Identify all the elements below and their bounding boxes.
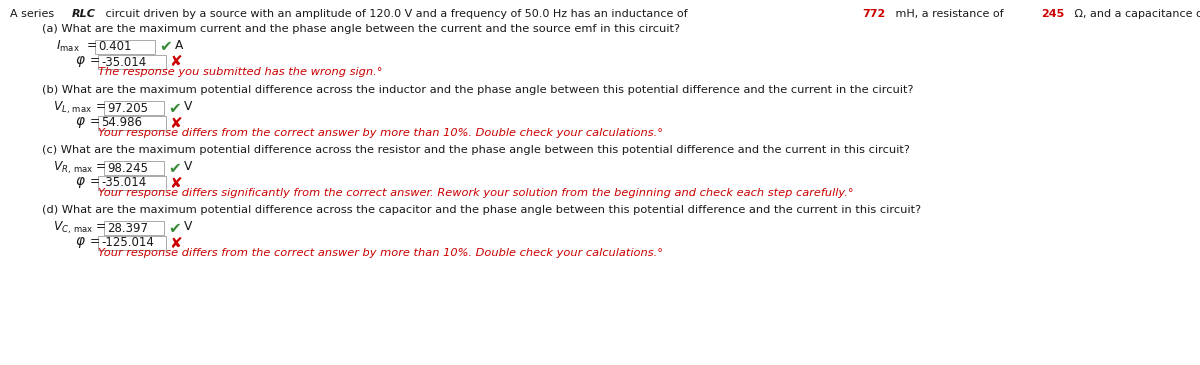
Text: $V_{C,\,\rm max}$: $V_{C,\,\rm max}$ (53, 220, 94, 237)
Text: 245: 245 (1040, 9, 1064, 19)
Text: -35.014: -35.014 (101, 177, 146, 189)
Text: =: = (90, 235, 100, 248)
Text: $\varphi$: $\varphi$ (74, 115, 86, 130)
Text: =: = (96, 220, 106, 233)
Text: (b) What are the maximum potential difference across the inductor and the phase : (b) What are the maximum potential diffe… (42, 85, 913, 95)
Text: =: = (90, 115, 100, 128)
FancyBboxPatch shape (98, 236, 166, 250)
Text: $\varphi$: $\varphi$ (74, 235, 86, 250)
Text: RLC: RLC (72, 9, 95, 19)
FancyBboxPatch shape (98, 55, 166, 69)
Text: ✔: ✔ (168, 220, 181, 235)
Text: ✘: ✘ (169, 235, 181, 250)
Text: ✔: ✔ (158, 39, 172, 54)
Text: 54.986: 54.986 (101, 116, 142, 130)
Text: ✔: ✔ (168, 100, 181, 115)
Text: $\varphi$: $\varphi$ (74, 175, 86, 190)
Text: The response you submitted has the wrong sign.°: The response you submitted has the wrong… (98, 67, 383, 77)
Text: 28.397: 28.397 (107, 222, 148, 234)
Text: 98.245: 98.245 (107, 161, 148, 174)
Text: $\varphi$: $\varphi$ (74, 54, 86, 69)
Text: 0.401: 0.401 (98, 41, 132, 54)
FancyBboxPatch shape (104, 161, 164, 175)
Text: ✔: ✔ (168, 161, 181, 176)
Text: $V_{L,\,\rm max}$: $V_{L,\,\rm max}$ (53, 100, 92, 116)
FancyBboxPatch shape (98, 116, 166, 130)
Text: ✘: ✘ (169, 176, 181, 191)
Text: Ω, and a capacitance of: Ω, and a capacitance of (1070, 9, 1200, 19)
Text: =: = (90, 175, 100, 188)
FancyBboxPatch shape (95, 40, 155, 54)
FancyBboxPatch shape (98, 176, 166, 190)
Text: ✘: ✘ (169, 54, 181, 69)
Text: 97.205: 97.205 (107, 101, 148, 115)
Text: =: = (88, 39, 97, 52)
Text: ✘: ✘ (169, 115, 181, 131)
Text: =: = (96, 160, 106, 173)
Text: =: = (90, 54, 100, 67)
Text: $I_{\rm max}$: $I_{\rm max}$ (56, 39, 80, 54)
Text: (c) What are the maximum potential difference across the resistor and the phase : (c) What are the maximum potential diffe… (42, 145, 910, 155)
Text: (a) What are the maximum current and the phase angle between the current and the: (a) What are the maximum current and the… (42, 24, 680, 34)
Text: Your response differs from the correct answer by more than 10%. Double check you: Your response differs from the correct a… (98, 128, 662, 138)
Text: A series: A series (10, 9, 58, 19)
Text: mH, a resistance of: mH, a resistance of (893, 9, 1008, 19)
Text: circuit driven by a source with an amplitude of 120.0 V and a frequency of 50.0 : circuit driven by a source with an ampli… (102, 9, 691, 19)
Text: -125.014: -125.014 (101, 237, 154, 250)
Text: 772: 772 (863, 9, 886, 19)
Text: -35.014: -35.014 (101, 55, 146, 69)
Text: $V_{R,\,\rm max}$: $V_{R,\,\rm max}$ (53, 160, 94, 176)
Text: V: V (184, 220, 192, 233)
Text: V: V (184, 100, 192, 113)
Text: (d) What are the maximum potential difference across the capacitor and the phase: (d) What are the maximum potential diffe… (42, 205, 922, 215)
Text: Your response differs from the correct answer by more than 10%. Double check you: Your response differs from the correct a… (98, 248, 662, 258)
FancyBboxPatch shape (104, 221, 164, 235)
Text: Your response differs significantly from the correct answer. Rework your solutio: Your response differs significantly from… (98, 188, 853, 198)
Text: V: V (184, 160, 192, 173)
FancyBboxPatch shape (104, 101, 164, 115)
Text: =: = (96, 100, 106, 113)
Text: A: A (175, 39, 184, 52)
